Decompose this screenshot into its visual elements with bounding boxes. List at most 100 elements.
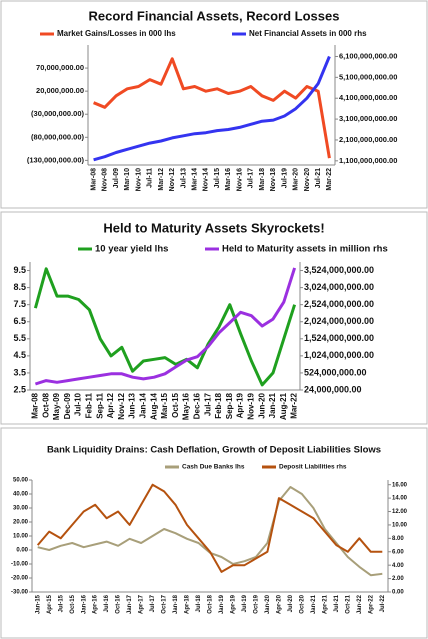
series-line — [93, 55, 331, 162]
x-tick-label: Oct-20 — [299, 594, 305, 613]
x-tick-label: Jul-19 — [242, 594, 248, 612]
x-tick-label: Apr-20 — [276, 594, 282, 614]
x-tick-label: Nov-12 — [117, 392, 126, 419]
x-tick-label: Mar-08 — [90, 168, 97, 191]
x-tick-label: Nov-20 — [304, 168, 311, 191]
y-tick-label: (30,000,000.00) — [31, 109, 84, 118]
x-tick-label: Apr-15 — [47, 594, 53, 614]
x-tick-label: Mar-16 — [225, 168, 232, 191]
series-line — [93, 57, 331, 159]
y2-tick-label: 16.00 — [392, 482, 408, 488]
x-tick-label: Jul-16 — [104, 594, 110, 612]
y-tick-label: 20.00 — [13, 520, 29, 526]
x-tick-label: Jul-11 — [147, 168, 154, 188]
legend-label: Cash Due Banks lhs — [182, 464, 245, 471]
x-tick-label: Jan-22 — [357, 594, 363, 614]
x-tick-label: Apr-18 — [185, 594, 191, 614]
x-tick-label: Dec-16 — [193, 392, 202, 419]
x-tick-label: Oct-18 — [208, 594, 214, 613]
y2-tick-label: 14.00 — [392, 496, 408, 502]
x-tick-label: Mar-18 — [259, 168, 266, 191]
x-tick-label: Oct-15 — [70, 594, 76, 613]
y2-tick-label: 2,100,000,000.00 — [339, 135, 397, 144]
y-tick-label: 2.5 — [13, 384, 26, 394]
y2-tick-label: 2.00 — [392, 576, 404, 582]
x-tick-label: Oct-17 — [162, 594, 168, 613]
y-tick-label: 9.5 — [13, 265, 26, 275]
legend-label: 10 year yield lhs — [95, 244, 168, 255]
x-tick-label: Jul-17 — [203, 392, 212, 416]
y2-tick-label: 8.00 — [392, 536, 404, 542]
x-tick-label: Jul-17 — [150, 594, 156, 612]
x-tick-label: Jul-22 — [380, 594, 386, 612]
y2-tick-label: 2,024,000,000.00 — [304, 316, 374, 326]
x-tick-label: Jun-13 — [128, 392, 137, 418]
x-tick-label: Jan-21 — [268, 392, 277, 418]
x-tick-label: Oct-16 — [116, 594, 122, 613]
x-tick-label: Jul-17 — [248, 168, 255, 188]
series-line — [34, 267, 297, 386]
x-tick-label: Aug-21 — [279, 392, 288, 420]
x-tick-label: Jan-21 — [311, 594, 317, 614]
x-tick-label: Jan-14 — [139, 392, 148, 418]
x-tick-label: Oct-21 — [345, 594, 351, 613]
y2-tick-label: 3,100,000,000.00 — [339, 114, 397, 123]
x-tick-label: Apr-21 — [322, 594, 328, 614]
legend-label: Held to Maturity assets in million rhs — [222, 244, 388, 255]
x-tick-label: Apr-16 — [93, 594, 99, 614]
x-tick-label: Apr-19 — [236, 392, 245, 418]
x-tick-label: Feb-18 — [214, 392, 223, 418]
x-tick-label: Mar-20 — [293, 168, 300, 191]
y-tick-label: 0.00 — [16, 548, 28, 554]
y2-tick-label: 524,000,000.00 — [304, 367, 367, 377]
y2-tick-label: 1,524,000,000.00 — [304, 333, 374, 343]
y2-tick-label: 24,000,000.00 — [304, 384, 362, 394]
x-tick-label: Nov-19 — [247, 392, 256, 419]
x-tick-label: Mar-12 — [158, 168, 165, 191]
y2-tick-label: 0.00 — [392, 590, 404, 596]
x-tick-label: Apr-12 — [106, 392, 115, 418]
y2-tick-label: 3,524,000,000.00 — [304, 265, 374, 275]
x-tick-label: Oct-08 — [41, 392, 50, 417]
y2-tick-label: 6,100,000,000.00 — [339, 51, 397, 60]
x-tick-label: Jan-17 — [127, 594, 133, 614]
y-tick-label: 4.5 — [13, 350, 26, 360]
y-tick-label: 6.5 — [13, 316, 26, 326]
x-tick-label: Jul-09 — [113, 168, 120, 188]
y-tick-label: 10.00 — [13, 534, 29, 540]
y2-tick-label: 12.00 — [392, 509, 408, 515]
x-tick-label: Oct-15 — [171, 392, 180, 417]
y2-tick-label: 1,024,000,000.00 — [304, 350, 374, 360]
panel — [0, 427, 428, 639]
x-tick-label: Mar-14 — [192, 168, 199, 191]
x-tick-label: Jul-20 — [288, 594, 294, 612]
y2-tick-label: 3,024,000,000.00 — [304, 282, 374, 292]
x-tick-label: Nov-08 — [102, 168, 109, 191]
y-tick-label: (80,000,000.00) — [31, 132, 84, 141]
panel — [0, 211, 428, 425]
legend-label: Net Financial Assets in 000 rhs — [249, 29, 367, 38]
x-tick-label: Mar-10 — [124, 168, 131, 191]
x-tick-label: Jun-20 — [257, 392, 266, 418]
y2-tick-label: 5,100,000,000.00 — [339, 72, 397, 81]
x-tick-label: Jan-15 — [35, 594, 41, 614]
y2-tick-label: 1,100,000,000.00 — [339, 156, 397, 165]
x-tick-label: Jul-15 — [58, 594, 64, 612]
x-tick-label: Oct-19 — [254, 594, 260, 613]
legend-label: Deposit Liabilities rhs — [279, 464, 347, 471]
series-line — [36, 483, 383, 573]
y-tick-label: 20,000,000.00 — [36, 86, 84, 95]
y2-tick-label: 6.00 — [392, 549, 404, 555]
y-tick-label: 40.00 — [13, 492, 29, 498]
x-tick-label: Jan-19 — [219, 594, 225, 614]
x-tick-label: Jan-18 — [173, 594, 179, 614]
x-tick-label: Apr-17 — [139, 594, 145, 614]
y-tick-label: 70,000,000.00 — [36, 63, 84, 72]
panel — [0, 0, 428, 209]
legend-label: Market Gains/Losses in 000 lhs — [57, 29, 176, 38]
x-tick-label: May-16 — [182, 392, 191, 420]
y2-tick-label: 10.00 — [392, 523, 408, 529]
x-tick-label: Jul-21 — [315, 168, 322, 188]
x-tick-label: Jul-13 — [180, 168, 187, 188]
